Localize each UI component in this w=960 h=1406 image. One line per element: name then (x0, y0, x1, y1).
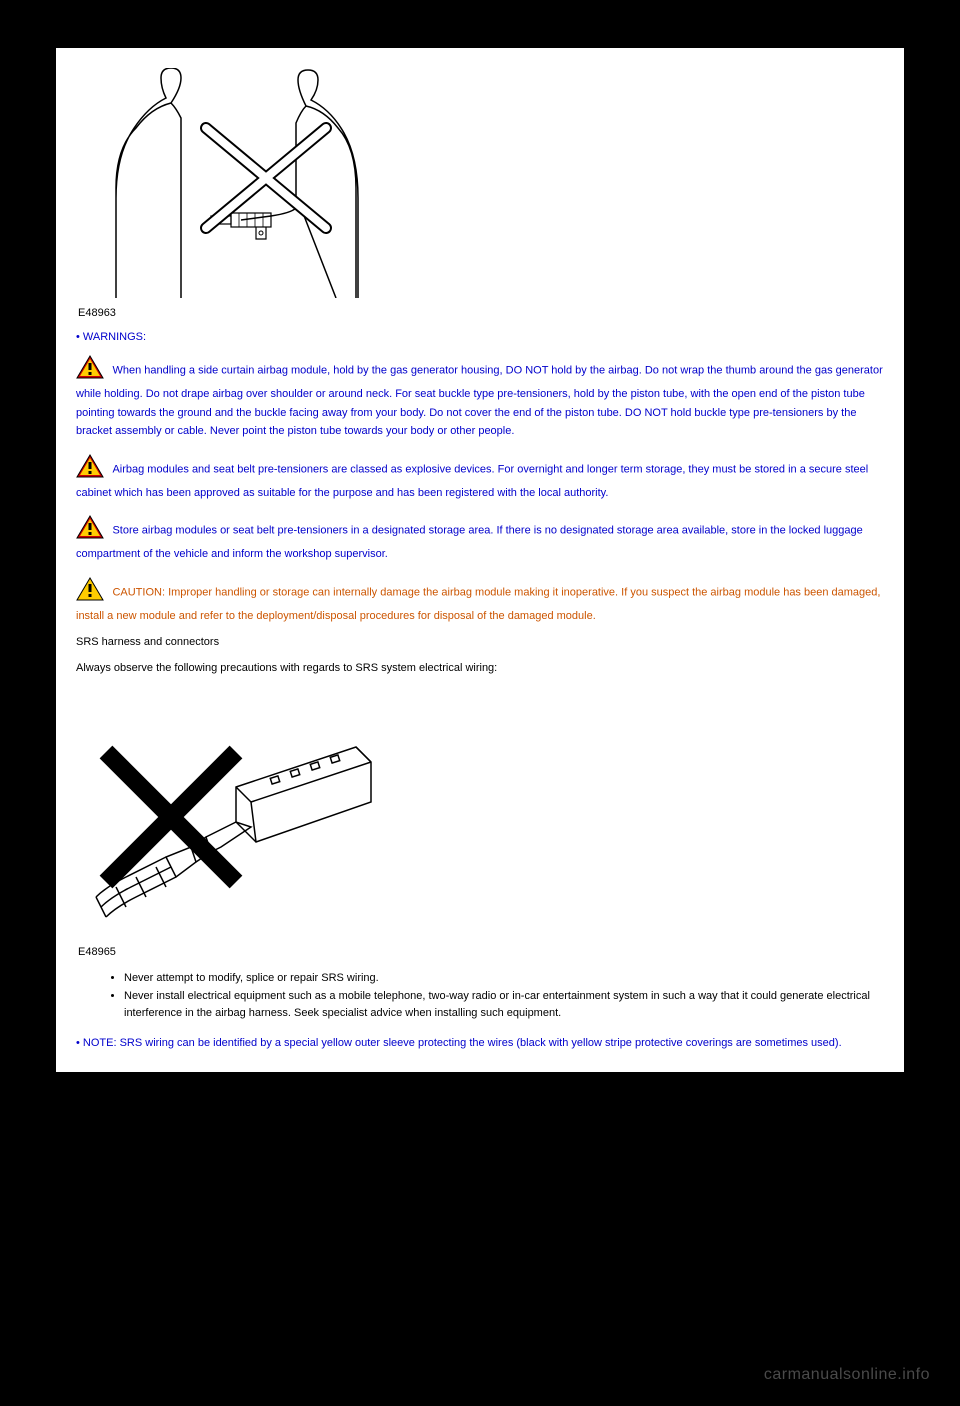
list-item: Never install electrical equipment such … (124, 988, 884, 1021)
note-text: • NOTE: SRS wiring can be identified by … (76, 1035, 884, 1052)
warning-1: When handling a side curtain airbag modu… (76, 355, 884, 440)
warning-icon (76, 515, 104, 544)
warnings-label: • WARNINGS: (76, 331, 884, 343)
figure-2-illustration (76, 707, 386, 937)
section-heading: SRS harness and connectors (76, 636, 884, 648)
warning-2: Airbag modules and seat belt pre-tension… (76, 454, 884, 502)
warning-3: Store airbag modules or seat belt pre-te… (76, 515, 884, 563)
page-content: E48963 • WARNINGS: When handling a side … (56, 48, 904, 1072)
figure-1-illustration (76, 68, 416, 298)
list-item: Never attempt to modify, splice or repai… (124, 970, 884, 987)
warning-3-text: Store airbag modules or seat belt pre-te… (76, 525, 863, 560)
warning-2-text: Airbag modules and seat belt pre-tension… (76, 463, 868, 498)
figure-2-label: E48965 (78, 946, 884, 958)
caution-1: CAUTION: Improper handling or storage ca… (76, 577, 884, 625)
body-text-1: Always observe the following precautions… (76, 660, 884, 677)
bullet-list: Never attempt to modify, splice or repai… (124, 970, 884, 1022)
figure-1-label: E48963 (78, 307, 884, 319)
warning-icon (76, 454, 104, 483)
figure-2-container: E48965 (76, 689, 884, 958)
caution-icon (76, 577, 104, 606)
figure-1-container: E48963 (76, 68, 884, 319)
warning-1-text: When handling a side curtain airbag modu… (76, 365, 883, 437)
warning-icon (76, 355, 104, 384)
watermark: carmanualsonline.info (764, 1366, 930, 1384)
caution-1-text: CAUTION: Improper handling or storage ca… (76, 586, 880, 621)
